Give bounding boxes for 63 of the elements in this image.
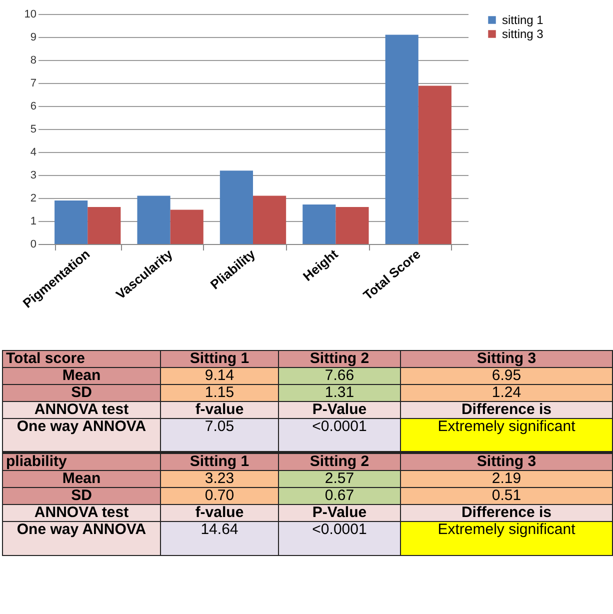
y-tick-label: 0: [30, 238, 36, 250]
text: Total score: [2, 350, 160, 368]
text: 0.51: [400, 487, 612, 504]
y-tick-label: 4: [30, 146, 36, 158]
y-tick-label: 8: [30, 54, 36, 66]
y-tick-label: 3: [30, 170, 36, 182]
bar: [385, 34, 418, 244]
text: ANNOVA test: [2, 504, 160, 522]
text: f-value: [160, 504, 278, 522]
y-tick-label: 6: [30, 100, 36, 112]
text: 7.66: [278, 367, 400, 384]
text: 6.95: [400, 367, 612, 384]
text: SD: [2, 487, 160, 504]
legend-label: sitting 1: [502, 13, 544, 27]
text: Extremely significant: [400, 418, 612, 452]
text: f-value: [160, 401, 278, 418]
legend-label: sitting 3: [502, 27, 544, 41]
text: Mean: [2, 470, 160, 488]
text: Sitting 2: [278, 452, 400, 470]
bar: [137, 196, 170, 244]
text: Difference is: [400, 401, 612, 418]
bar: [302, 204, 336, 244]
bar: [170, 210, 204, 244]
y-tick-label: 1: [30, 216, 36, 228]
text: 1.15: [160, 384, 278, 402]
text: 9.14: [160, 367, 278, 384]
text: P-Value: [278, 401, 400, 418]
text: Sitting 1: [160, 350, 278, 368]
text: Sitting 3: [400, 452, 612, 470]
text: Sitting 2: [278, 350, 400, 368]
text: 14.64: [160, 521, 278, 556]
text: pliability: [2, 452, 160, 470]
text: Mean: [2, 367, 160, 384]
text: One way ANNOVA: [2, 418, 160, 452]
y-tick-label: 5: [30, 124, 36, 136]
text: Sitting 3: [400, 350, 612, 368]
bar: [336, 206, 369, 244]
text: 1.24: [400, 384, 612, 402]
text: One way ANNOVA: [2, 521, 160, 556]
text: Extremely significant: [400, 521, 612, 556]
bar: [220, 170, 253, 244]
text: 0.70: [160, 487, 278, 504]
y-tick-label: 10: [24, 8, 36, 20]
text: P-Value: [278, 504, 400, 522]
bar: [418, 86, 452, 244]
text: <0.0001: [278, 418, 400, 452]
bar: [253, 196, 286, 244]
text: ANNOVA test: [2, 401, 160, 418]
y-tick-label: 9: [30, 32, 36, 44]
bar: [88, 206, 121, 244]
text: Sitting 1: [160, 452, 278, 470]
y-tick-label: 7: [30, 78, 36, 90]
y-tick-label: 2: [30, 192, 36, 204]
text: 2.57: [278, 470, 400, 488]
text: <0.0001: [278, 521, 400, 556]
text: 7.05: [160, 418, 278, 452]
text: 0.67: [278, 487, 400, 504]
text: Difference is: [400, 504, 612, 522]
text: 1.31: [278, 384, 400, 402]
text: SD: [2, 384, 160, 402]
bar: [54, 200, 88, 244]
text: 3.23: [160, 470, 278, 488]
text: 2.19: [400, 470, 612, 488]
